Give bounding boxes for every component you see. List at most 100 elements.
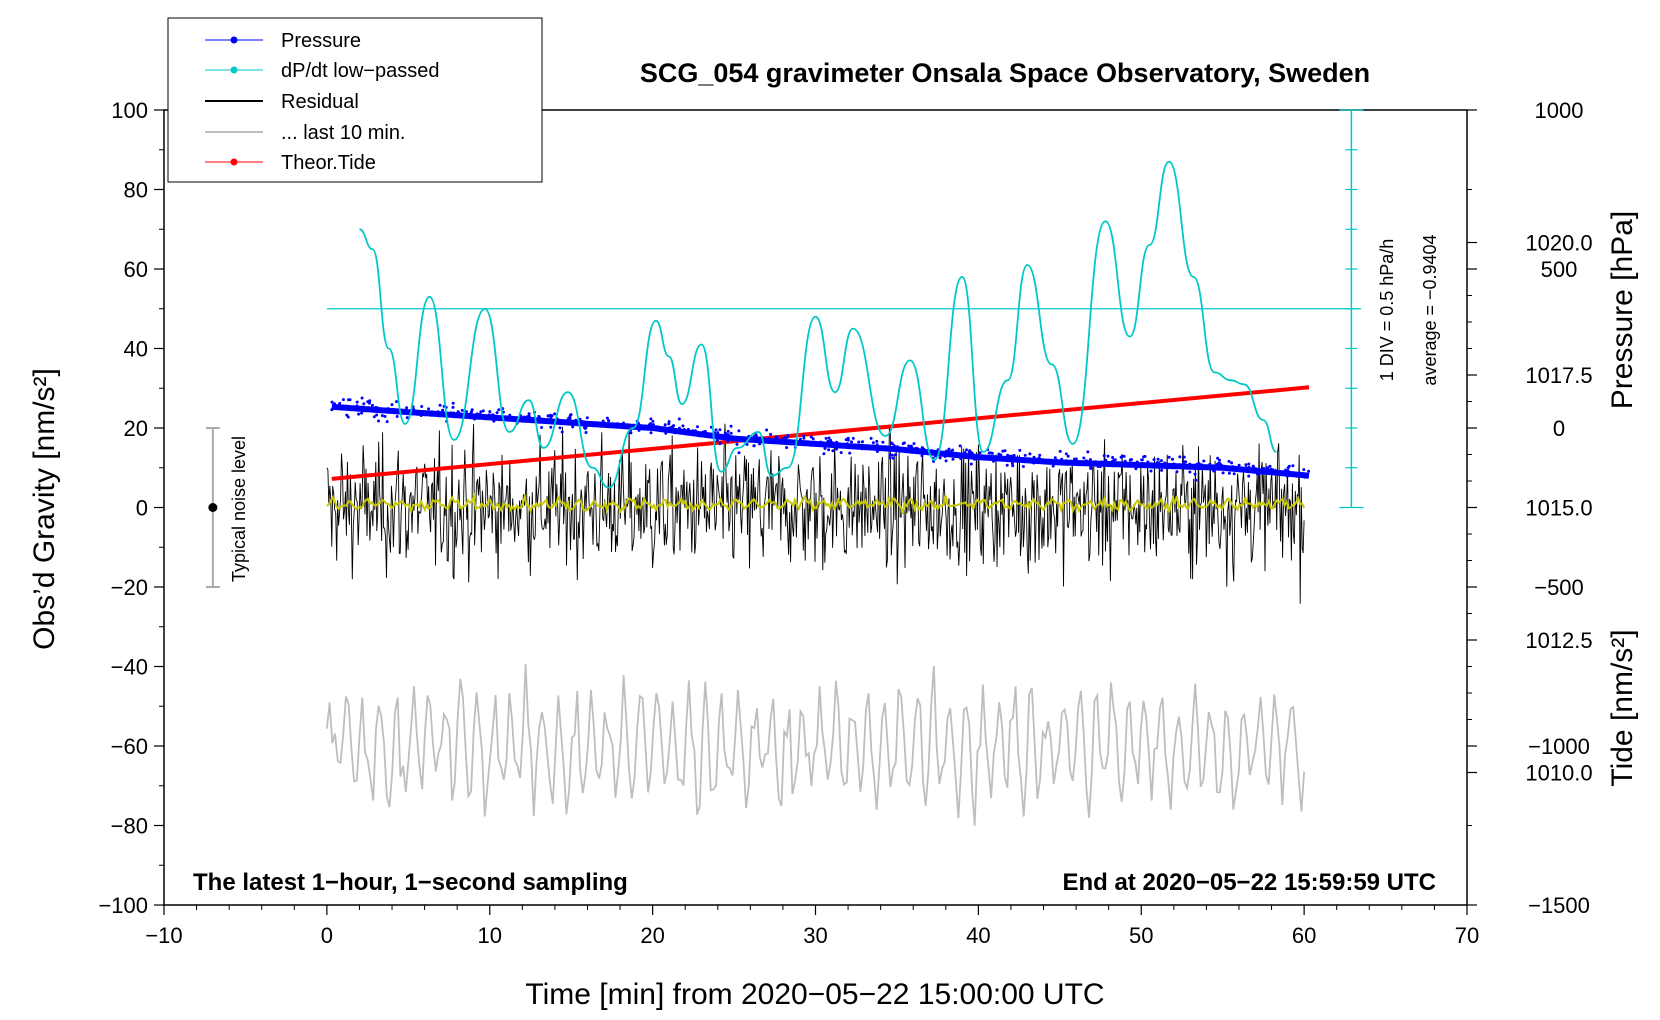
theor-tide-series — [331, 385, 1310, 481]
pressure-point — [786, 434, 790, 437]
pressure-point — [1134, 467, 1138, 471]
pressure-point — [380, 414, 384, 418]
pressure-point — [1098, 465, 1102, 469]
x-tick-label: 50 — [1129, 923, 1153, 948]
pressure-point — [1161, 463, 1165, 467]
pressure-point — [1218, 458, 1221, 462]
pressure-point — [786, 440, 790, 444]
pressure-point — [364, 407, 367, 411]
pressure-point — [629, 431, 633, 435]
pressure-point — [527, 412, 531, 416]
pressure-point — [549, 425, 553, 429]
pressure-point — [355, 400, 359, 404]
pressure-point — [865, 445, 869, 449]
pressure-point — [451, 412, 455, 416]
pressure-point — [1021, 465, 1025, 468]
pressure-point — [657, 427, 661, 431]
pressure-point — [844, 438, 848, 442]
pressure-point — [417, 411, 421, 415]
pressure-point — [686, 430, 690, 434]
pressure-point — [1100, 460, 1104, 464]
pressure-point — [1182, 455, 1186, 459]
pressure-point — [1227, 471, 1231, 475]
pressure-point — [869, 436, 873, 440]
y-tick-label: −40 — [111, 655, 148, 680]
pressure-point — [1163, 461, 1167, 465]
pressure-point — [411, 411, 415, 414]
legend-entry-dpdt: dP/dt low−passed — [205, 60, 439, 82]
pressure-point — [649, 417, 653, 421]
pressure-point — [821, 443, 825, 447]
pressure-point — [951, 457, 955, 461]
pressure-point — [451, 405, 455, 409]
pressure-point — [1255, 472, 1259, 476]
pressure-point — [571, 425, 575, 429]
pressure-point — [951, 453, 955, 457]
pressure-point — [1038, 453, 1042, 457]
pressure-point — [792, 439, 796, 443]
pressure-point — [355, 404, 359, 408]
pressure-point — [920, 454, 924, 458]
pressure-point — [377, 409, 381, 413]
pressure-point — [1135, 463, 1138, 467]
pressure-point — [330, 400, 334, 404]
pressure-point — [1018, 448, 1022, 452]
pressure-point — [785, 446, 789, 450]
pressure-point — [1065, 459, 1068, 463]
pressure-point — [783, 440, 787, 444]
pressure-tick-label: 1015.0 — [1525, 496, 1592, 521]
pressure-point — [540, 426, 544, 429]
legend-marker-pressure — [230, 36, 238, 44]
y-tick-label: 0 — [136, 496, 148, 521]
noise-bar-center — [208, 503, 218, 512]
pressure-point — [716, 431, 720, 435]
pressure-point — [715, 438, 719, 442]
pressure-point — [551, 419, 555, 423]
pressure-point — [492, 419, 496, 423]
pressure-point — [938, 456, 942, 460]
pressure-point — [427, 407, 431, 411]
pressure-point — [883, 445, 887, 449]
pressure-point — [495, 411, 499, 415]
pressure-point — [1005, 463, 1009, 467]
pressure-point — [861, 440, 864, 444]
pressure-point — [447, 413, 451, 417]
residual-series — [326, 423, 1305, 604]
pressure-point — [558, 426, 562, 430]
pressure-point — [737, 451, 741, 455]
pressure-point — [1104, 458, 1108, 462]
tide-tick-label: 0 — [1553, 416, 1565, 441]
pressure-point — [1051, 464, 1055, 468]
pressure-point — [1080, 460, 1084, 464]
pressure-point — [438, 403, 442, 407]
pressure-point — [467, 414, 471, 418]
pressure-point — [1194, 465, 1198, 469]
pressure-point — [405, 406, 409, 410]
pressure-point — [875, 443, 879, 447]
pressure-point — [1008, 457, 1012, 461]
pressure-point — [1085, 459, 1089, 463]
pressure-point — [372, 415, 376, 419]
left-note: The latest 1−hour, 1−second sampling — [193, 869, 628, 896]
pressure-point — [828, 444, 832, 448]
dpdt-series — [326, 160, 1362, 489]
pressure-point — [944, 453, 948, 456]
x-tick-label: −10 — [145, 923, 182, 948]
pressure-point — [1135, 460, 1139, 464]
pressure-point — [875, 439, 879, 443]
pressure-point — [811, 437, 815, 441]
pressure-point — [383, 414, 387, 418]
pressure-point — [346, 406, 350, 410]
pressure-point — [384, 409, 388, 413]
pressure-point — [1287, 473, 1291, 477]
pressure-point — [1256, 469, 1260, 473]
pressure-point — [1272, 471, 1276, 475]
pressure-point — [728, 437, 731, 441]
pressure-point — [958, 444, 962, 448]
pressure-point — [1299, 474, 1303, 477]
pressure-point — [1262, 467, 1266, 470]
pressure-point — [655, 425, 659, 429]
pressure-point — [754, 436, 758, 440]
pressure-point — [1284, 468, 1287, 472]
pressure-point — [826, 439, 830, 443]
